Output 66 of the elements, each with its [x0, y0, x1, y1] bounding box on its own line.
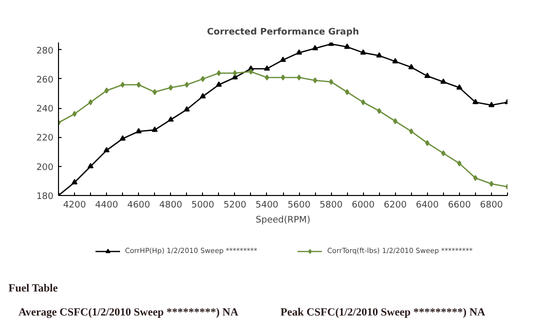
- point: [264, 74, 270, 80]
- point: [104, 88, 109, 94]
- x-tick-label: 5800: [320, 200, 343, 210]
- point: [168, 116, 174, 122]
- chart-title: Corrected Performance Graph: [207, 28, 359, 38]
- point: [457, 160, 462, 166]
- text: Fuel Table: [8, 282, 58, 294]
- point: [344, 89, 350, 96]
- point: [104, 146, 110, 152]
- point: [489, 180, 494, 187]
- y-tick-label: 180: [36, 192, 54, 202]
- x-tick-label: 5400: [256, 200, 279, 210]
- text: Peak CSFC(1/2/2010 Sweep *********) NA: [280, 306, 486, 318]
- point: [312, 44, 318, 50]
- point: [280, 56, 286, 62]
- point: [424, 72, 430, 78]
- point: [200, 93, 206, 98]
- x-tick-label: 6400: [416, 200, 440, 210]
- x-tick-label: 5600: [288, 200, 311, 210]
- point: [392, 58, 398, 64]
- point: [72, 179, 78, 184]
- point: [216, 70, 222, 76]
- point: [88, 162, 94, 168]
- x-tick-label: 4800: [159, 200, 182, 210]
- point: [248, 68, 254, 75]
- point: [264, 65, 270, 71]
- x-tick-label: 6000: [352, 200, 375, 210]
- point: [488, 102, 494, 108]
- point: [120, 82, 125, 88]
- point: [136, 128, 142, 134]
- x-tick-label: 5200: [223, 200, 247, 210]
- point: [120, 135, 126, 141]
- point: [360, 49, 366, 55]
- point: [472, 98, 478, 104]
- x-tick-label: 6800: [480, 200, 504, 210]
- point: [184, 106, 190, 112]
- y-tick-label: 280: [36, 46, 54, 56]
- point: [152, 126, 158, 132]
- x-tick-label: 4400: [95, 200, 118, 210]
- point: [232, 70, 238, 76]
- x-axis-title: Speed(RPM): [256, 216, 310, 226]
- y-tick-label: 200: [36, 162, 54, 173]
- point: [328, 78, 334, 85]
- y-tick-label: 220: [36, 134, 54, 144]
- x-tick-label: 4200: [63, 200, 86, 210]
- point: [216, 81, 222, 87]
- point: [473, 175, 478, 182]
- point: [344, 43, 350, 49]
- point: [72, 110, 77, 117]
- point: [296, 74, 302, 80]
- point: [441, 150, 446, 156]
- point: [408, 64, 414, 70]
- x-tick-label: 6200: [384, 200, 407, 210]
- point: [312, 77, 318, 84]
- x-tick-label: 4600: [127, 200, 150, 210]
- x-tick-label: 6600: [448, 200, 472, 210]
- y-tick-label: 240: [36, 104, 54, 115]
- point: [376, 52, 382, 58]
- point: [456, 84, 462, 90]
- point: [88, 99, 93, 106]
- x-tick-label: 5000: [191, 200, 215, 210]
- y-tick-label: 260: [36, 75, 54, 86]
- point: [296, 49, 302, 55]
- point: [440, 78, 446, 84]
- text: Average CSFC(1/2/2010 Sweep *********) NA: [18, 306, 238, 318]
- point: [280, 74, 286, 80]
